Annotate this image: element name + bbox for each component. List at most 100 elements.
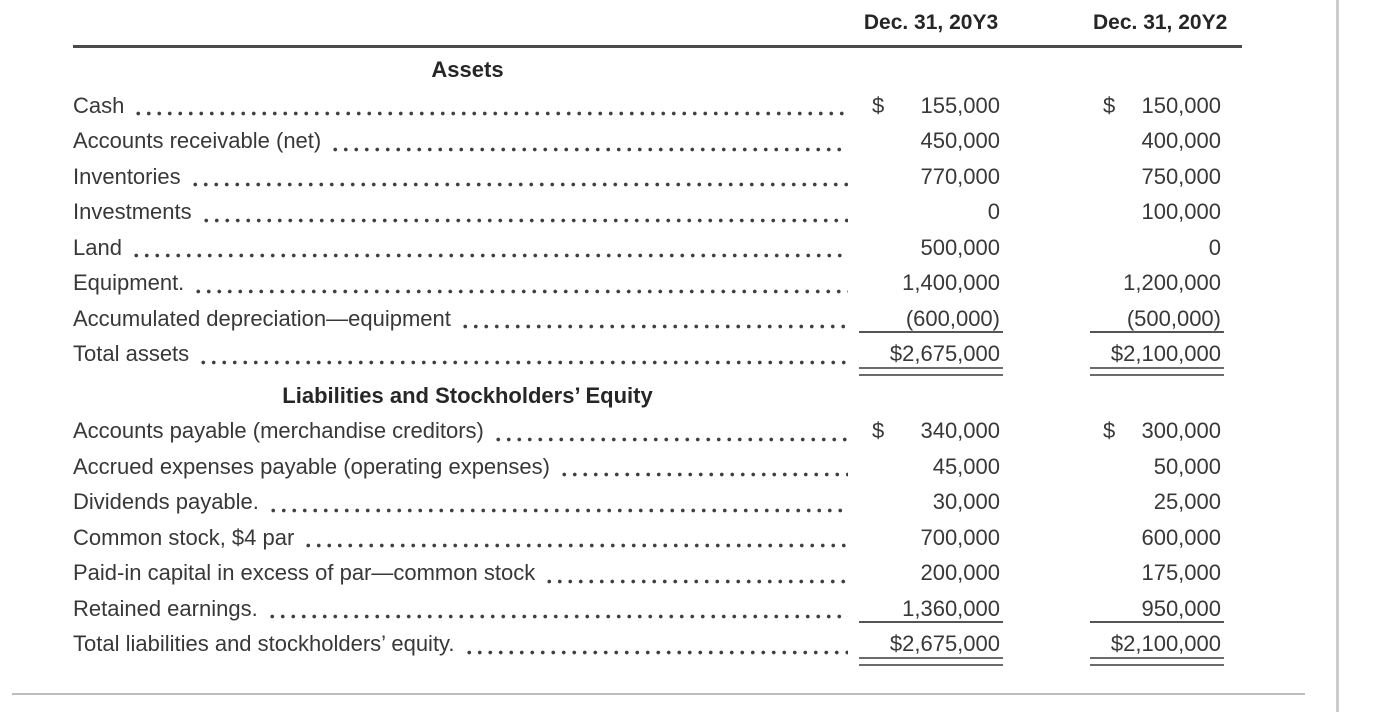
row-label-cell: Accounts payable (merchandise creditors) <box>73 413 862 449</box>
table-row: Paid-in capital in excess of par—common … <box>73 555 1242 591</box>
column-gap <box>1000 555 1093 591</box>
row-label-cell: Accumulated depreciation—equipment <box>73 300 862 336</box>
dot-leader <box>198 194 848 230</box>
row-label: Accounts receivable (net) <box>73 128 322 153</box>
amount-value: 30,000 <box>932 489 1000 514</box>
column-gap <box>1000 194 1093 230</box>
amount-cell: 700,000 <box>862 520 1000 556</box>
amount-cell: 30,000 <box>862 484 1000 520</box>
row-label: Land <box>73 234 122 260</box>
row-label: Paid-in capital in excess of par—common … <box>73 560 536 585</box>
dollar-sign: $ <box>872 418 885 443</box>
row-label-cell: Dividends payable. <box>73 484 862 520</box>
row-label-cell: Investments <box>73 194 862 230</box>
amount-value: 950,000 <box>1141 595 1221 621</box>
row-label: Total assets <box>73 341 190 366</box>
dot-leader <box>542 555 848 591</box>
amount-value: 50,000 <box>1153 453 1221 479</box>
amount-cell: $150,000 <box>1093 88 1221 124</box>
table-row: Equipment. 1,400,000 1,200,000 <box>73 265 1242 301</box>
dot-leader <box>191 265 848 301</box>
column-gap <box>1000 159 1093 195</box>
amount-cell: (600,000) <box>859 301 1003 337</box>
column-gap <box>1000 336 1093 372</box>
dot-leader <box>328 123 848 159</box>
row-label: Accrued expenses payable (operating expe… <box>73 453 550 479</box>
row-label: Equipment. <box>73 270 185 295</box>
amount-cell: 750,000 <box>1093 159 1221 195</box>
amount-cell: 400,000 <box>1093 123 1221 159</box>
column-gap <box>1000 591 1093 627</box>
table-row: Total assets $2,675,000 $2,100,000 <box>73 336 1242 375</box>
amount-cell: (500,000) <box>1090 301 1224 337</box>
comparative-balance-sheet: Dec. 31, 20Y3 Dec. 31, 20Y2 Assets Cash $1… <box>73 0 1242 665</box>
amount-value: 155,000 <box>920 92 1000 118</box>
amount-cell: 100,000 <box>1093 194 1221 230</box>
amount-cell: 45,000 <box>862 449 1000 485</box>
amount-cell: $2,675,000 <box>859 626 1003 665</box>
amount-value: $2,100,000 <box>1110 631 1221 656</box>
column-gap <box>1000 88 1093 124</box>
amount-cell: 500,000 <box>862 230 1000 266</box>
amount-value: 0 <box>1208 234 1221 260</box>
amount-value: (500,000) <box>1126 305 1221 331</box>
amount-value: 45,000 <box>932 453 1000 479</box>
section-title: Assets <box>431 57 504 82</box>
amount-value: 600,000 <box>1141 524 1221 550</box>
amount-cell: $2,100,000 <box>1090 336 1224 375</box>
column-gap <box>1000 449 1093 485</box>
amount-value: 750,000 <box>1141 163 1221 189</box>
table-row: Retained earnings. 1,360,000 950,000 <box>73 590 1242 627</box>
table-row: Accounts payable (merchandise creditors)… <box>73 413 1242 449</box>
amount-value: 25,000 <box>1153 489 1221 514</box>
row-label-cell: Land <box>73 229 862 265</box>
row-label: Common stock, $4 par <box>73 524 295 550</box>
dot-leader <box>128 229 848 265</box>
column-gap <box>1000 413 1093 449</box>
amount-cell: 175,000 <box>1093 555 1221 591</box>
column-gap <box>1000 301 1093 337</box>
row-label: Accumulated depreciation—equipment <box>73 305 451 331</box>
amount-cell: 450,000 <box>862 123 1000 159</box>
row-label-cell: Retained earnings. <box>73 590 862 626</box>
amount-cell: $2,100,000 <box>1090 626 1224 665</box>
row-label: Cash <box>73 92 125 118</box>
amount-value: 450,000 <box>920 128 1000 153</box>
amount-cell: 770,000 <box>862 159 1000 195</box>
page-right-border-line <box>1336 0 1339 712</box>
amount-cell: 0 <box>1093 230 1221 266</box>
amount-value: 150,000 <box>1141 92 1221 118</box>
amount-value: 500,000 <box>920 234 1000 260</box>
dot-leader <box>556 448 848 484</box>
amount-value: 1,360,000 <box>902 595 1000 621</box>
amount-cell: 25,000 <box>1093 484 1221 520</box>
row-label-cell: Accrued expenses payable (operating expe… <box>73 448 862 484</box>
column-header-row: Dec. 31, 20Y3 Dec. 31, 20Y2 <box>73 0 1242 48</box>
amount-value: 175,000 <box>1141 560 1221 585</box>
dot-leader <box>264 590 848 626</box>
amount-cell: 50,000 <box>1093 449 1221 485</box>
amount-cell: $340,000 <box>862 413 1000 449</box>
row-label-cell: Common stock, $4 par <box>73 519 862 555</box>
column-gap <box>1000 520 1093 556</box>
amount-value: 1,200,000 <box>1123 270 1221 295</box>
column-gap <box>1000 123 1093 159</box>
amount-cell: $2,675,000 <box>859 336 1003 375</box>
row-label: Total liabilities and stockholders’ equi… <box>73 631 455 656</box>
dot-leader <box>131 87 848 123</box>
table-row: Total liabilities and stockholders’ equi… <box>73 626 1242 665</box>
table-row: Accounts receivable (net) 450,000 400,000 <box>73 123 1242 159</box>
row-label: Investments <box>73 199 192 224</box>
row-label-cell: Equipment. <box>73 265 862 301</box>
amount-value: $2,675,000 <box>889 341 1000 366</box>
dollar-sign: $ <box>1103 418 1116 443</box>
dollar-sign: $ <box>872 92 885 118</box>
amount-value: 200,000 <box>920 560 1000 585</box>
column-gap <box>1000 230 1093 266</box>
amount-value: $2,675,000 <box>889 631 1000 656</box>
amount-value: (600,000) <box>905 305 1000 331</box>
amount-value: 770,000 <box>920 163 1000 189</box>
amount-value: 340,000 <box>920 418 1000 443</box>
dot-leader <box>457 300 848 336</box>
